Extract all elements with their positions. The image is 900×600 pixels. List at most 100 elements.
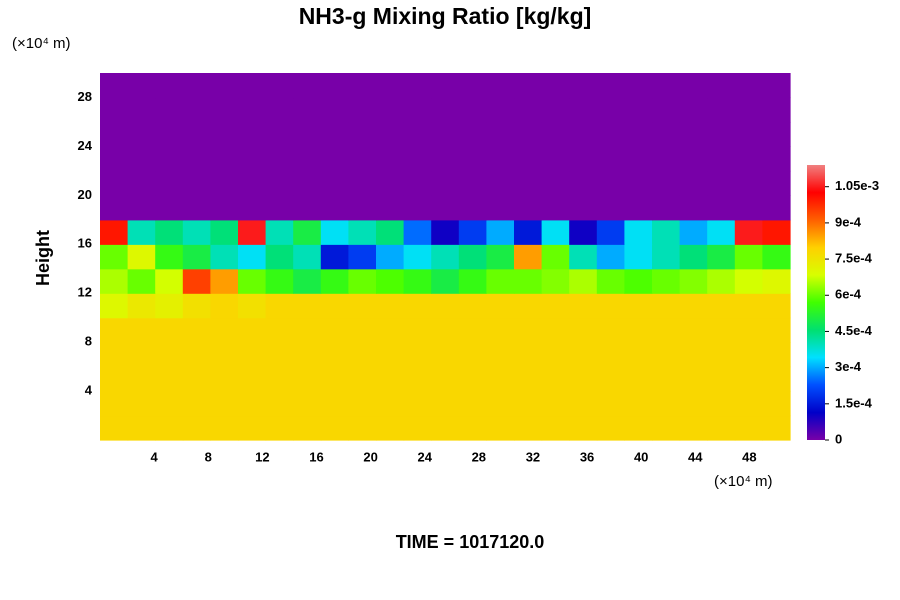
heat-cell xyxy=(734,415,763,441)
y-tick-label: 4 xyxy=(85,383,93,398)
heat-cell xyxy=(376,97,405,123)
x-tick-label: 12 xyxy=(255,449,269,464)
heat-cell xyxy=(376,146,405,172)
colorbar-tick-label: 1.5e-4 xyxy=(835,395,873,410)
x-tick-label: 48 xyxy=(742,449,756,464)
heat-cell xyxy=(596,317,625,343)
heat-cell xyxy=(376,170,405,196)
x-tick-label: 20 xyxy=(363,449,377,464)
heat-cell xyxy=(458,219,487,245)
heat-cell xyxy=(734,146,763,172)
heat-cell xyxy=(431,415,460,441)
heat-cell xyxy=(734,244,763,270)
heat-cell xyxy=(376,342,405,368)
heat-cell xyxy=(376,268,405,294)
heat-cell xyxy=(679,342,708,368)
heat-cell xyxy=(541,146,570,172)
heat-cell xyxy=(127,219,156,245)
heat-cell xyxy=(734,97,763,123)
heat-cell xyxy=(238,415,267,441)
heat-cell xyxy=(265,170,294,196)
heat-cell xyxy=(707,244,736,270)
heat-cell xyxy=(155,391,184,417)
heat-cell xyxy=(210,146,239,172)
heat-cell xyxy=(238,391,267,417)
heat-cell xyxy=(182,293,211,319)
heat-cell xyxy=(320,244,349,270)
heat-cell xyxy=(376,317,405,343)
heat-cell xyxy=(210,170,239,196)
heat-cell xyxy=(403,415,432,441)
heat-cell xyxy=(541,391,570,417)
heat-cell xyxy=(293,146,322,172)
x-tick-label: 8 xyxy=(205,449,212,464)
y-axis-label: Height xyxy=(33,230,53,286)
heat-cell xyxy=(293,244,322,270)
heat-cell xyxy=(348,415,377,441)
heat-cell xyxy=(679,121,708,147)
heat-cell xyxy=(127,293,156,319)
heat-cell xyxy=(541,366,570,392)
heat-cell xyxy=(348,317,377,343)
y-tick-label: 8 xyxy=(85,334,92,349)
heat-cell xyxy=(707,293,736,319)
heat-cell xyxy=(155,170,184,196)
x-axis-label: (×10⁴ m) xyxy=(714,473,773,490)
y-tick-label: 28 xyxy=(78,89,92,104)
heat-cell xyxy=(458,391,487,417)
heat-cell xyxy=(376,121,405,147)
heat-cell xyxy=(486,415,515,441)
heat-cell xyxy=(569,342,598,368)
heat-cell xyxy=(210,219,239,245)
heat-cell xyxy=(155,121,184,147)
heat-cell xyxy=(569,317,598,343)
heat-cell xyxy=(238,219,267,245)
heat-cell xyxy=(541,342,570,368)
heat-cell xyxy=(265,121,294,147)
heat-cell xyxy=(238,342,267,368)
heat-cell xyxy=(458,97,487,123)
heat-cell xyxy=(679,219,708,245)
heat-cell xyxy=(376,244,405,270)
heat-cell xyxy=(348,146,377,172)
heat-cell xyxy=(734,391,763,417)
heat-cell xyxy=(182,268,211,294)
heat-cell xyxy=(238,73,267,99)
heat-cell xyxy=(541,244,570,270)
heat-cell xyxy=(238,317,267,343)
heat-cell xyxy=(569,97,598,123)
heat-cell xyxy=(458,73,487,99)
heat-cell xyxy=(486,170,515,196)
heat-cell xyxy=(652,391,681,417)
heat-cell xyxy=(652,97,681,123)
heat-cell xyxy=(182,146,211,172)
colorbar-tick-label: 9e-4 xyxy=(835,214,862,229)
heat-cell xyxy=(486,73,515,99)
heat-cell xyxy=(734,268,763,294)
heat-cell xyxy=(541,73,570,99)
heat-cell xyxy=(348,366,377,392)
heat-cell xyxy=(431,146,460,172)
heat-cell xyxy=(458,244,487,270)
heat-cell xyxy=(265,97,294,123)
heat-cell xyxy=(155,244,184,270)
heat-cell xyxy=(182,366,211,392)
heat-cell xyxy=(624,415,653,441)
heat-cell xyxy=(155,293,184,319)
heat-cell xyxy=(320,146,349,172)
heat-cell xyxy=(624,244,653,270)
heat-cell xyxy=(127,366,156,392)
heat-cell xyxy=(514,317,543,343)
heat-cell xyxy=(707,121,736,147)
heat-cell xyxy=(652,415,681,441)
heat-cell xyxy=(596,366,625,392)
heat-cell xyxy=(486,219,515,245)
heat-cell xyxy=(348,97,377,123)
heat-cell xyxy=(707,219,736,245)
heat-cell xyxy=(762,97,791,123)
heat-cell xyxy=(596,415,625,441)
heat-cell xyxy=(320,219,349,245)
heat-cell xyxy=(679,97,708,123)
heat-cell xyxy=(514,293,543,319)
heat-cell xyxy=(403,293,432,319)
